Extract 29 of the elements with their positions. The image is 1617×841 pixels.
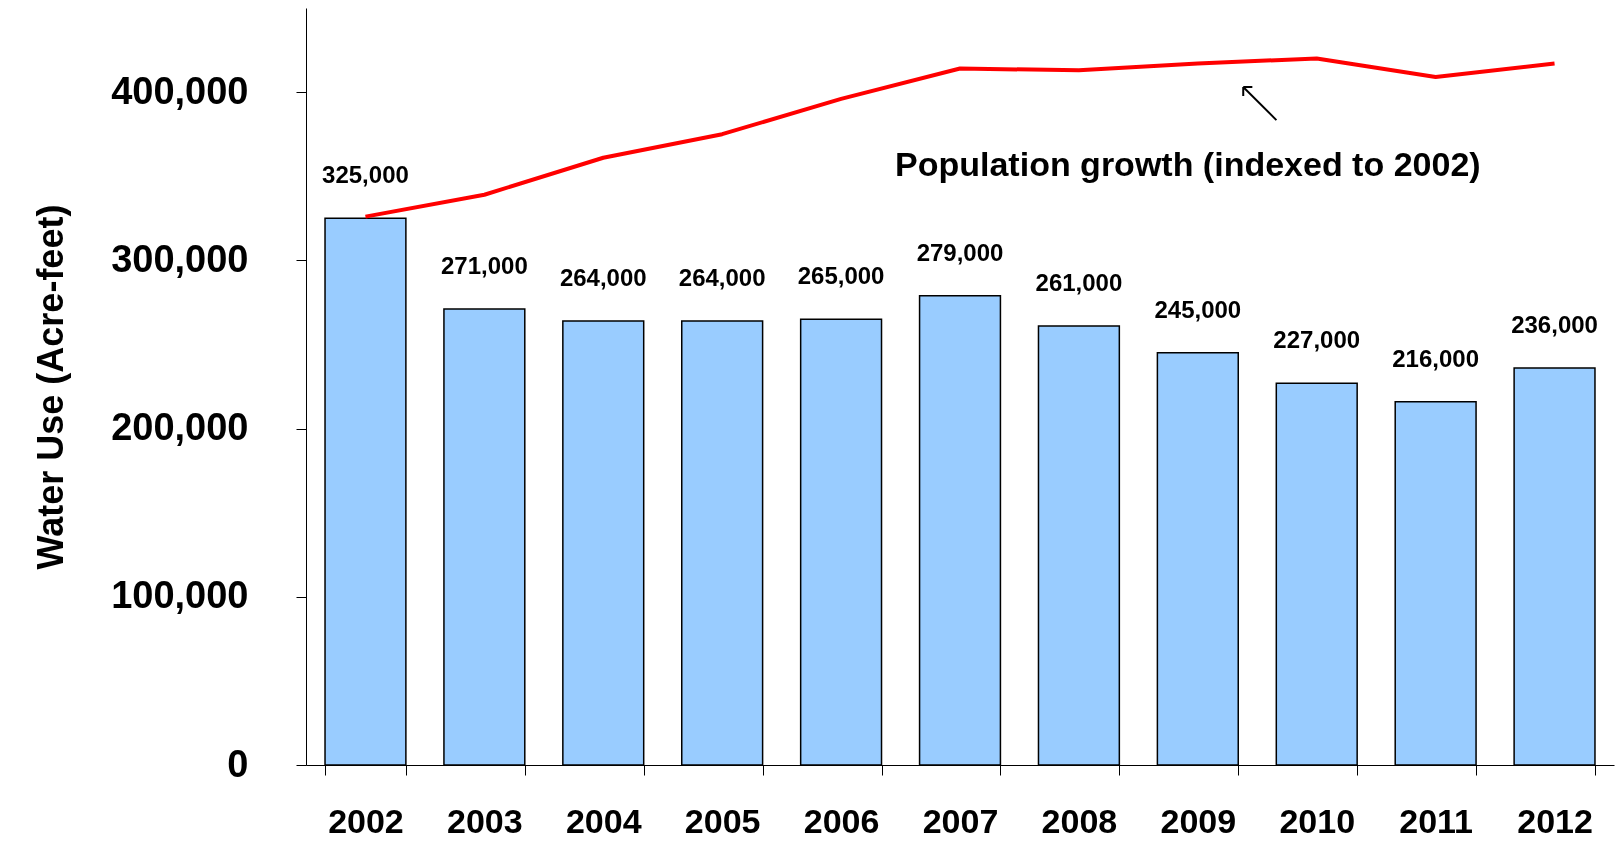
y-tick-label: 100,000 bbox=[111, 574, 249, 617]
data-label: 216,000 bbox=[1392, 344, 1480, 372]
x-tick-label: 2005 bbox=[684, 801, 761, 840]
y-tick-label: 400,000 bbox=[111, 69, 249, 112]
x-tick-label: 2011 bbox=[1399, 801, 1474, 840]
x-tick-label: 2004 bbox=[565, 801, 642, 840]
data-label: 245,000 bbox=[1154, 295, 1242, 323]
x-tick-label: 2002 bbox=[328, 801, 404, 840]
data-label: 264,000 bbox=[559, 263, 647, 291]
data-label: 279,000 bbox=[916, 238, 1004, 266]
y-axis-title: Water Use (Acre-feet) bbox=[30, 204, 72, 570]
data-label: 227,000 bbox=[1273, 326, 1361, 354]
x-tick-label: 2006 bbox=[803, 801, 880, 840]
y-tick-label: 300,000 bbox=[111, 237, 249, 280]
series-label: Population growth (indexed to 2002) bbox=[895, 144, 1481, 183]
x-tick-label: 2009 bbox=[1160, 801, 1237, 840]
data-label: 265,000 bbox=[797, 262, 885, 290]
data-label: 261,000 bbox=[1035, 268, 1123, 296]
x-tick-label: 2012 bbox=[1517, 801, 1593, 840]
y-tick-label: 0 bbox=[227, 742, 249, 785]
data-label: 264,000 bbox=[678, 263, 766, 291]
x-tick-label: 2003 bbox=[447, 801, 523, 840]
data-label: 236,000 bbox=[1511, 311, 1598, 338]
data-label: 325,000 bbox=[322, 161, 409, 189]
x-tick-label: 2007 bbox=[922, 801, 999, 840]
y-tick-label: 200,000 bbox=[111, 406, 249, 449]
x-tick-label: 2008 bbox=[1041, 801, 1118, 840]
x-tick-label: 2010 bbox=[1279, 801, 1356, 840]
data-label: 271,000 bbox=[440, 252, 528, 280]
